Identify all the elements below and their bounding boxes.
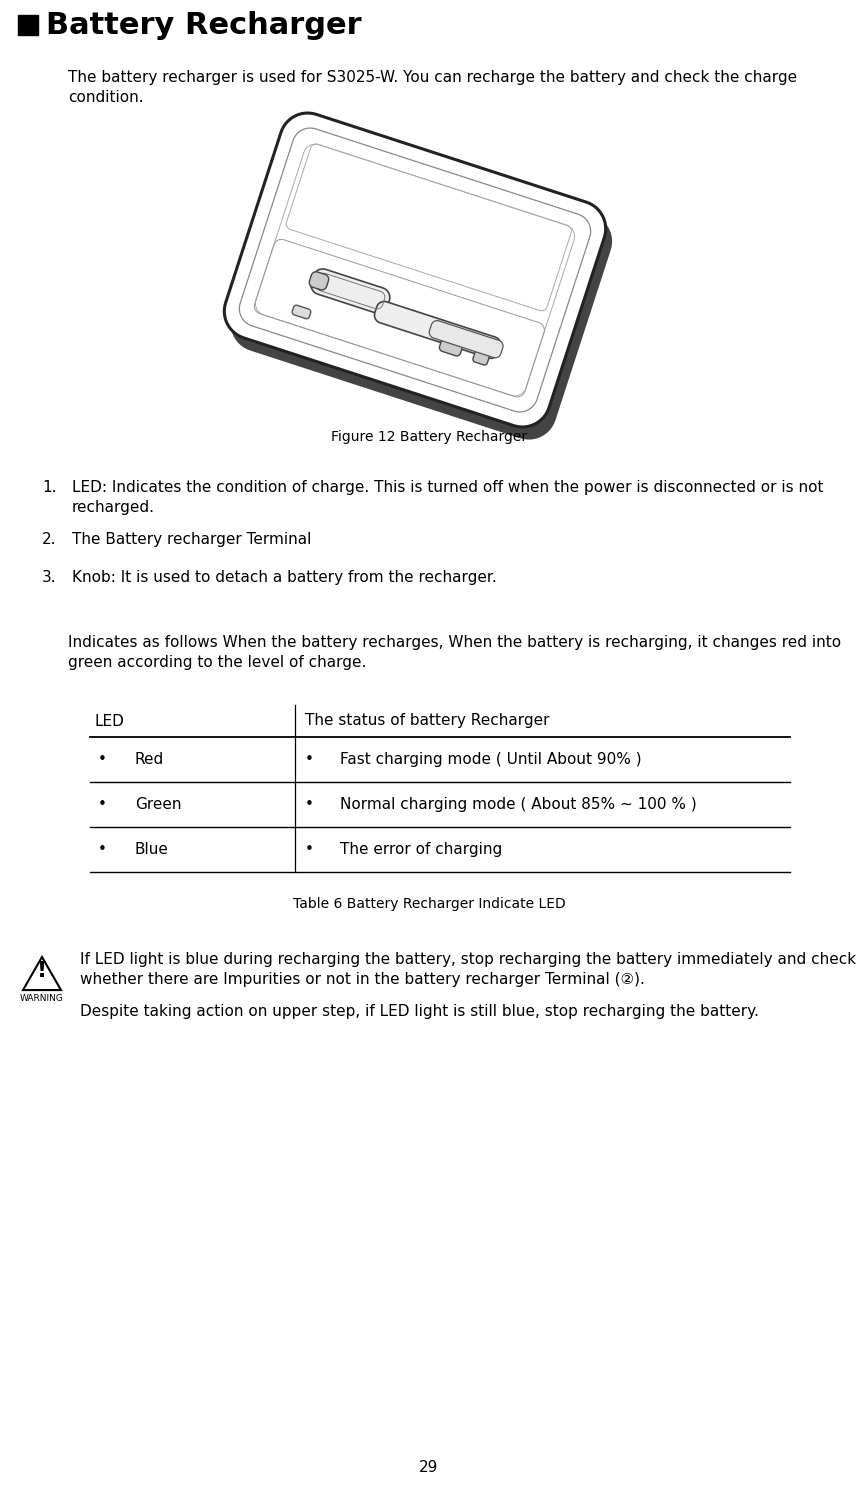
Text: !: ! (37, 961, 47, 982)
Bar (18, 15, 38, 34)
Polygon shape (311, 269, 390, 313)
Text: The status of battery Recharger: The status of battery Recharger (305, 714, 550, 729)
Text: Indicates as follows When the battery recharges, When the battery is recharging,: Indicates as follows When the battery re… (68, 635, 841, 669)
Text: •: • (98, 796, 107, 811)
Text: Blue: Blue (135, 841, 169, 856)
Text: Battery Recharger: Battery Recharger (46, 10, 362, 39)
Text: Normal charging mode ( About 85% ~ 100 % ): Normal charging mode ( About 85% ~ 100 %… (340, 796, 697, 811)
Text: Figure 12 Battery Recharger: Figure 12 Battery Recharger (331, 430, 527, 445)
Text: 29: 29 (419, 1460, 439, 1475)
Polygon shape (440, 340, 462, 356)
Text: LED: Indicates the condition of charge. This is turned off when the power is dis: LED: Indicates the condition of charge. … (72, 481, 824, 515)
Text: The error of charging: The error of charging (340, 841, 503, 856)
Text: WARNING: WARNING (20, 994, 64, 1003)
Text: 1.: 1. (42, 481, 57, 496)
Text: •: • (98, 751, 107, 766)
Text: •: • (305, 841, 314, 856)
Text: Fast charging mode ( Until About 90% ): Fast charging mode ( Until About 90% ) (340, 751, 642, 766)
Polygon shape (231, 126, 612, 440)
Polygon shape (292, 305, 311, 319)
Text: Red: Red (135, 751, 164, 766)
Text: •: • (305, 796, 314, 811)
Polygon shape (375, 301, 501, 358)
Polygon shape (430, 320, 503, 358)
Text: The battery recharger is used for S3025-W. You can recharge the battery and chec: The battery recharger is used for S3025-… (68, 70, 797, 105)
Text: If LED light is blue during recharging the battery, stop recharging the battery : If LED light is blue during recharging t… (80, 952, 856, 987)
Text: Knob: It is used to detach a battery from the recharger.: Knob: It is used to detach a battery fro… (72, 570, 497, 585)
Text: LED: LED (95, 714, 125, 729)
Text: Green: Green (135, 796, 181, 811)
Text: 3.: 3. (42, 570, 57, 585)
Text: 2.: 2. (42, 531, 57, 546)
Text: Table 6 Battery Recharger Indicate LED: Table 6 Battery Recharger Indicate LED (293, 897, 565, 912)
Text: •: • (305, 751, 314, 766)
Text: Despite taking action on upper step, if LED light is still blue, stop recharging: Despite taking action on upper step, if … (80, 1004, 758, 1019)
Polygon shape (473, 350, 490, 365)
Text: •: • (98, 841, 107, 856)
Polygon shape (224, 114, 606, 427)
Polygon shape (309, 272, 329, 290)
Text: The Battery recharger Terminal: The Battery recharger Terminal (72, 531, 311, 546)
